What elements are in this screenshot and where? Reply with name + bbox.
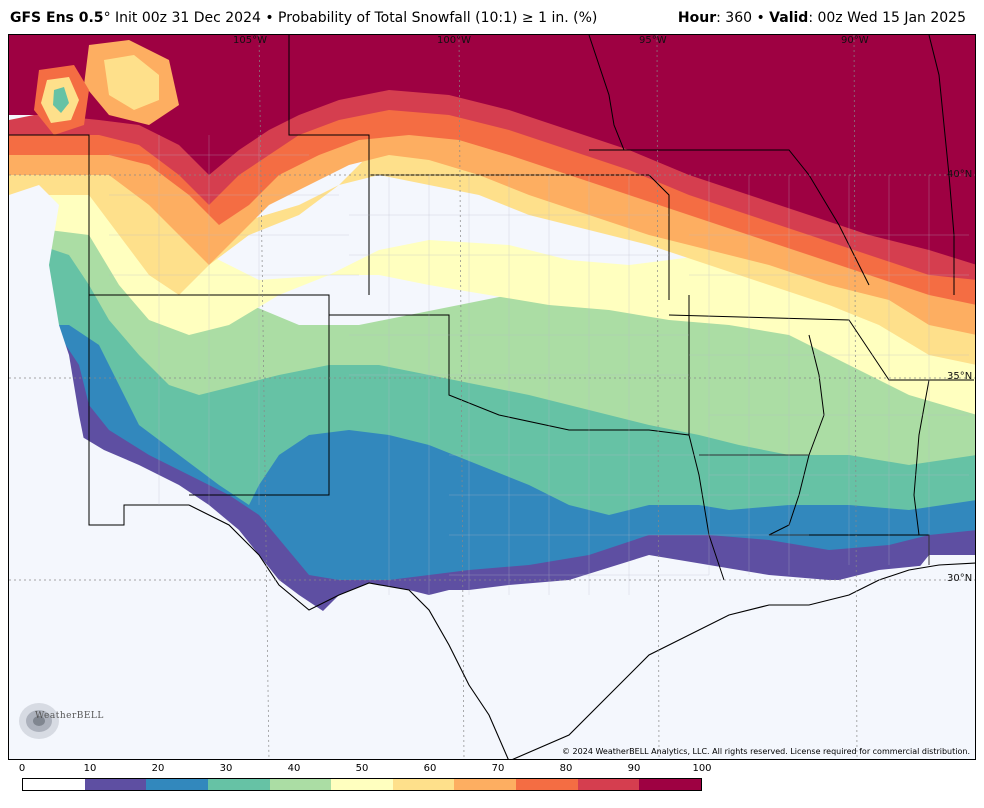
lon-label-105w: 105°W: [233, 35, 267, 46]
forecast-map[interactable]: 105°W 100°W 95°W 90°W 40°N 35°N 30°N Wea…: [8, 34, 976, 760]
graticule: [9, 35, 975, 759]
county-lines: [109, 135, 969, 595]
legend-tick: 10: [83, 763, 97, 774]
legend-tick: 100: [692, 763, 712, 774]
patch-nw-30: [53, 87, 69, 113]
valid-value: : 00z Wed 15 Jan 2025: [808, 10, 966, 26]
legend-tick: 30: [219, 763, 233, 774]
legend-swatch: [454, 779, 517, 790]
header: GFS Ens 0.5° Init 00z 31 Dec 2024 • Prob…: [0, 0, 984, 34]
lon-label-100w: 100°W: [437, 35, 471, 46]
color-legend: 0 10 20 30 40 50 60 70 80 90 100: [18, 763, 712, 803]
degree-symbol: °: [103, 10, 111, 26]
legend-swatch: [577, 779, 640, 790]
hour-value: : 360 •: [716, 10, 770, 26]
legend-swatch: [639, 779, 702, 790]
gulf-area: [9, 563, 975, 759]
legend-tick: 80: [559, 763, 573, 774]
legend-swatch: [331, 779, 393, 790]
band-50: [9, 145, 975, 415]
patch-west-60: [104, 55, 159, 110]
legend-swatch: [207, 779, 270, 790]
legend-bar: [22, 778, 702, 791]
legend-tick: 0: [18, 763, 26, 774]
legend-swatch: [392, 779, 455, 790]
legend-tick: 90: [627, 763, 641, 774]
lat-label-30n: 30°N: [947, 573, 973, 584]
legend-swatch: [516, 779, 578, 790]
band-40: [9, 150, 975, 465]
init-description: Init 00z 31 Dec 2024 • Probability of To…: [110, 10, 598, 26]
band-100: [9, 35, 975, 265]
legend-ticks: 0 10 20 30 40 50 60 70 80 90 100: [18, 763, 712, 777]
weatherbell-logo: WeatherBELL: [15, 699, 105, 743]
legend-swatch: [146, 779, 208, 790]
legend-swatch: [84, 779, 147, 790]
legend-tick: 70: [491, 763, 505, 774]
pacific-area: [9, 185, 99, 515]
legend-tick: 20: [151, 763, 165, 774]
model-name: GFS Ens 0.5: [10, 10, 104, 26]
hour-label: Hour: [677, 10, 717, 26]
valid-time: Hour: 360 • Valid: 00z Wed 15 Jan 2025: [678, 10, 966, 26]
legend-swatch: [269, 779, 332, 790]
lon-label-95w: 95°W: [639, 35, 667, 46]
copyright-notice: © 2024 WeatherBELL Analytics, LLC. All r…: [562, 747, 970, 756]
lon-label-90w: 90°W: [841, 35, 869, 46]
legend-tick: 50: [355, 763, 369, 774]
lat-label-35n: 35°N: [947, 371, 973, 382]
map-title: GFS Ens 0.5° Init 00z 31 Dec 2024 • Prob…: [10, 10, 597, 26]
map-canvas: [9, 35, 975, 759]
legend-swatch: [23, 779, 85, 790]
legend-tick: 40: [287, 763, 301, 774]
logo-text: WeatherBELL: [35, 711, 104, 721]
logo-swirl-icon: [19, 703, 59, 739]
legend-tick: 60: [423, 763, 437, 774]
valid-label: Valid: [769, 10, 809, 26]
coastline: [188, 504, 975, 759]
lat-label-40n: 40°N: [947, 169, 973, 180]
